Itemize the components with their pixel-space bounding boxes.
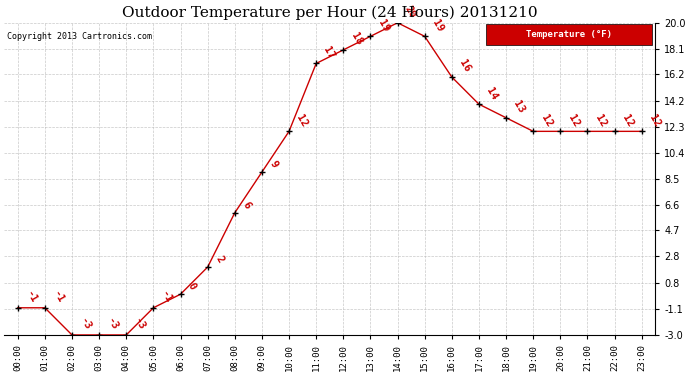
Text: -3: -3 bbox=[132, 316, 147, 332]
Text: 16: 16 bbox=[457, 58, 472, 74]
Text: Copyright 2013 Cartronics.com: Copyright 2013 Cartronics.com bbox=[8, 32, 152, 41]
Text: 19: 19 bbox=[376, 18, 391, 34]
Text: 14: 14 bbox=[484, 86, 500, 101]
Text: 12: 12 bbox=[295, 113, 310, 129]
Text: -3: -3 bbox=[105, 316, 119, 332]
Text: 9: 9 bbox=[268, 159, 279, 169]
Text: 20: 20 bbox=[403, 4, 418, 20]
Text: -1: -1 bbox=[23, 289, 38, 305]
Text: 2: 2 bbox=[213, 254, 225, 264]
Text: 18: 18 bbox=[349, 31, 364, 47]
Text: 12: 12 bbox=[620, 113, 635, 129]
Text: -3: -3 bbox=[77, 316, 92, 332]
Text: 12: 12 bbox=[593, 113, 608, 129]
Text: 13: 13 bbox=[512, 99, 526, 115]
FancyBboxPatch shape bbox=[486, 24, 652, 45]
Text: 12: 12 bbox=[566, 113, 581, 129]
Text: -1: -1 bbox=[50, 289, 66, 305]
Text: -1: -1 bbox=[159, 289, 174, 305]
Text: Temperature (°F): Temperature (°F) bbox=[526, 30, 612, 39]
Text: 0: 0 bbox=[186, 281, 198, 291]
Text: 12: 12 bbox=[647, 113, 662, 129]
Text: 17: 17 bbox=[322, 45, 337, 61]
Text: 6: 6 bbox=[240, 200, 252, 210]
Title: Outdoor Temperature per Hour (24 Hours) 20131210: Outdoor Temperature per Hour (24 Hours) … bbox=[122, 6, 538, 20]
Text: 19: 19 bbox=[431, 18, 445, 34]
Text: 12: 12 bbox=[539, 113, 553, 129]
